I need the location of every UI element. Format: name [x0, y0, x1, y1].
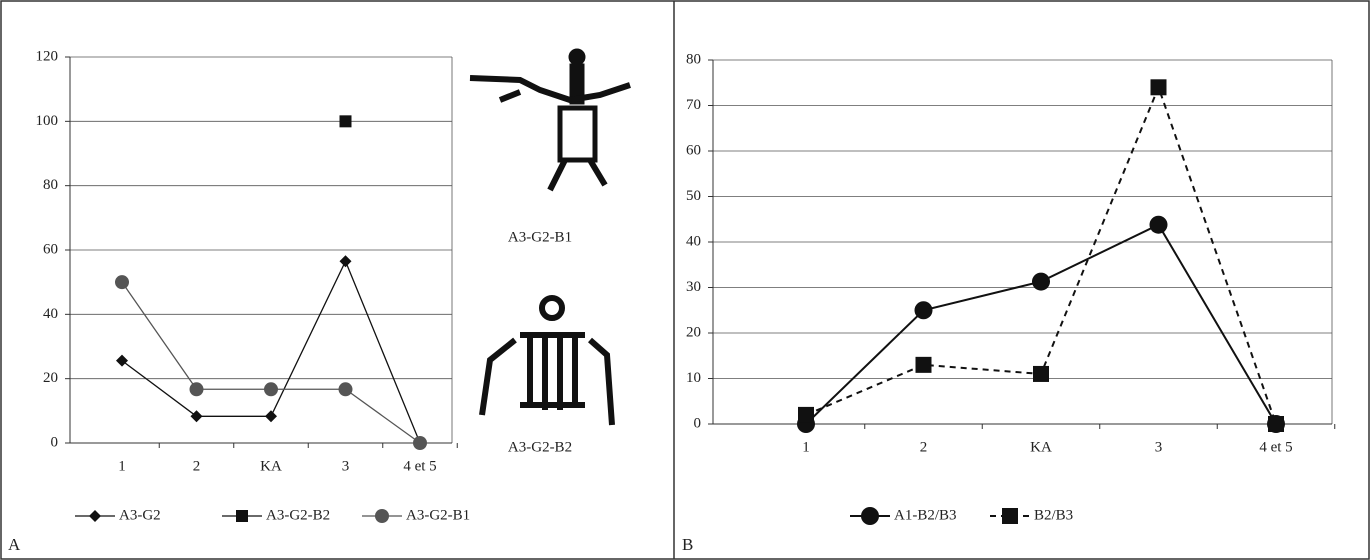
legend-label: B2/B3: [1034, 507, 1073, 523]
x-tick-label: 4 et 5: [1259, 439, 1292, 455]
marker: [116, 354, 128, 367]
marker: [861, 507, 879, 525]
y-tick-label: 80: [43, 177, 58, 193]
y-tick-label: 20: [686, 324, 701, 340]
marker: [265, 410, 277, 423]
series-line: [805, 223, 1277, 425]
legend-label: A3-G2: [119, 507, 161, 523]
figure-label: A3-G2-B1: [508, 229, 572, 245]
figure-label: A3-G2-B2: [508, 439, 572, 455]
y-tick-label: 40: [686, 233, 701, 249]
legend-label: A3-G2-B2: [266, 507, 330, 523]
marker: [1033, 365, 1049, 382]
y-tick-label: 40: [43, 306, 58, 322]
petroglyph-b1: [469, 48, 631, 192]
y-tick-label: 10: [686, 370, 701, 386]
marker: [236, 510, 248, 522]
marker: [1150, 79, 1167, 96]
marker: [914, 301, 933, 320]
y-tick-label: 100: [36, 113, 59, 129]
marker: [1002, 508, 1018, 524]
y-tick-label: 60: [43, 241, 58, 257]
y-tick-label: 20: [43, 370, 58, 386]
y-tick-label: 60: [686, 142, 701, 158]
marker: [1032, 272, 1050, 291]
marker: [189, 382, 204, 397]
x-tick-label: KA: [260, 458, 282, 474]
panel-label: B: [682, 535, 693, 554]
legend-label: A3-G2-B1: [406, 507, 470, 523]
y-tick-label: 80: [686, 51, 701, 67]
x-tick-label: 2: [193, 458, 201, 474]
marker: [375, 509, 389, 523]
x-tick-label: 4 et 5: [403, 458, 436, 474]
x-tick-label: 1: [118, 458, 126, 474]
marker: [915, 356, 932, 373]
legend-label: A1-B2/B3: [894, 507, 957, 523]
x-tick-label: 3: [1155, 439, 1163, 455]
y-tick-label: 0: [51, 434, 59, 450]
marker: [338, 382, 353, 397]
marker: [798, 406, 814, 423]
x-tick-label: KA: [1030, 439, 1052, 455]
y-tick-label: 70: [686, 97, 701, 113]
petroglyph-b2: [479, 295, 615, 426]
marker: [1149, 215, 1168, 234]
x-tick-label: 2: [920, 439, 928, 455]
marker: [339, 255, 352, 268]
marker: [413, 436, 427, 450]
y-tick-label: 50: [686, 188, 701, 204]
y-tick-label: 30: [686, 279, 701, 295]
x-tick-label: 3: [342, 458, 350, 474]
marker: [89, 510, 101, 522]
marker: [190, 410, 203, 423]
marker: [264, 382, 278, 397]
marker: [1268, 416, 1284, 432]
y-tick-label: 0: [694, 415, 702, 431]
marker: [115, 275, 129, 290]
panel-label: A: [8, 535, 21, 554]
x-tick-label: 1: [802, 439, 810, 455]
y-tick-label: 120: [36, 48, 59, 64]
marker: [339, 115, 352, 128]
